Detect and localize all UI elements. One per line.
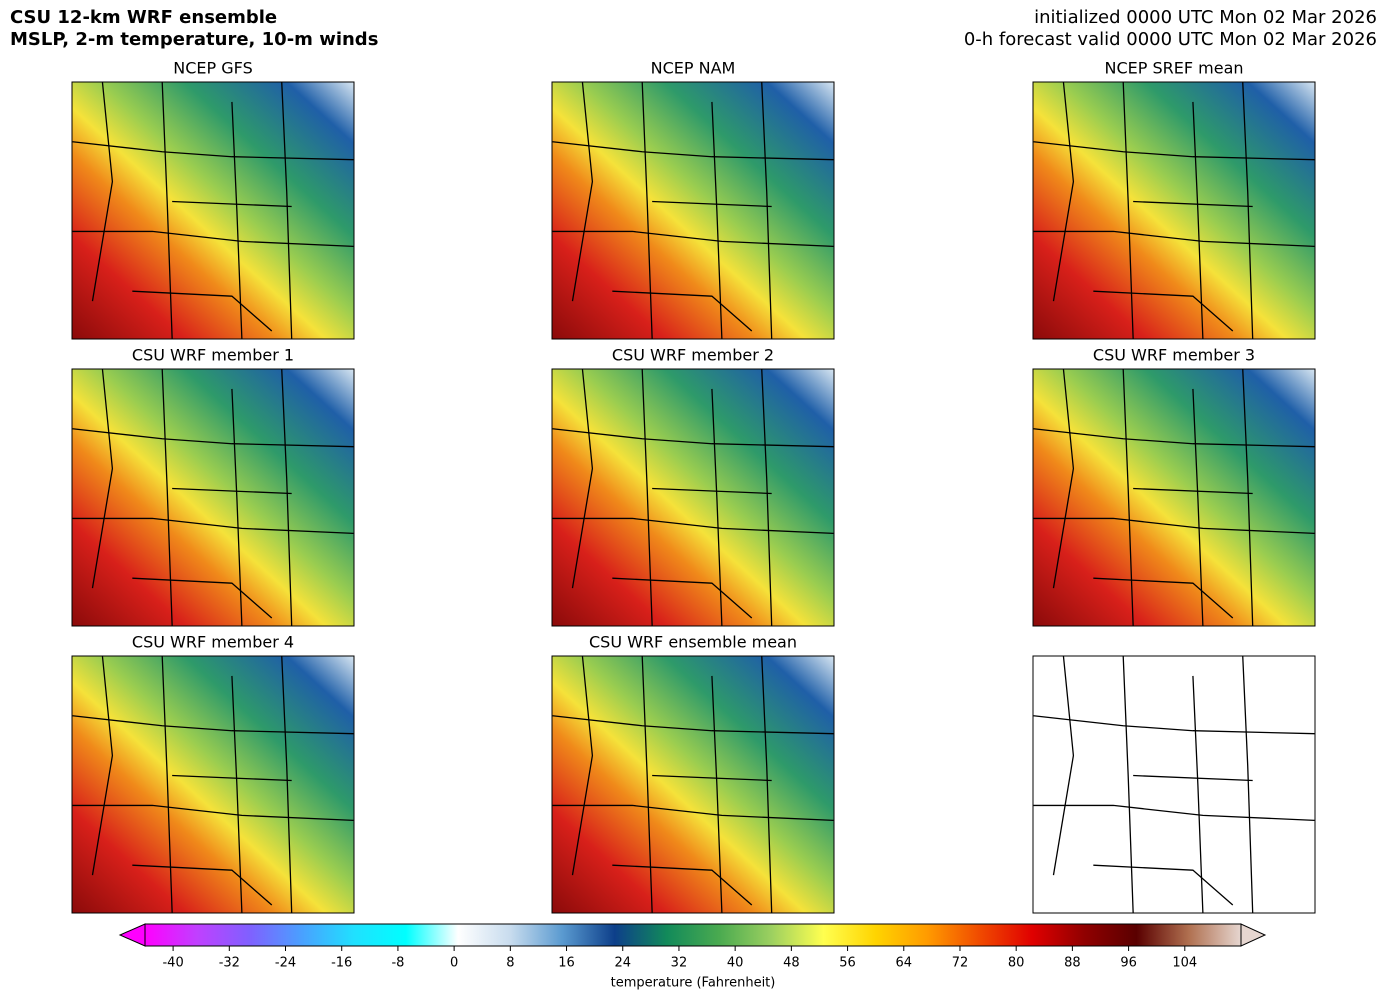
title-line: MSLP, 2-m temperature, 10-m winds (10, 29, 378, 50)
temperature-field (551, 368, 835, 627)
tick-label: 96 (1120, 956, 1137, 971)
colorbar-label: temperature (Fahrenheit) (611, 976, 776, 991)
panel-title: CSU WRF member 1 (132, 346, 294, 365)
reference-map (1032, 655, 1316, 914)
panel-title: NCEP GFS (173, 59, 252, 78)
tick-label: -32 (219, 956, 240, 971)
panel-title: NCEP NAM (651, 59, 736, 78)
colorbar-extend-high (1240, 923, 1267, 947)
temperature-field (1032, 81, 1316, 340)
temperature-field (551, 81, 835, 340)
tick-label: -16 (331, 956, 352, 971)
tick-label: 16 (558, 956, 575, 971)
info-line: 0-h forecast valid 0000 UTC Mon 02 Mar 2… (964, 29, 1377, 50)
temperature-field (1032, 368, 1316, 627)
info-line: initialized 0000 UTC Mon 02 Mar 2026 (1034, 7, 1377, 28)
panel-title: NCEP SREF mean (1104, 59, 1243, 78)
panel-title: CSU WRF ensemble mean (589, 633, 797, 652)
panel-title: CSU WRF member 4 (132, 633, 294, 652)
tick-label: -8 (391, 956, 404, 971)
tick-label: -40 (162, 956, 183, 971)
title-line: CSU 12-km WRF ensemble (10, 7, 277, 28)
tick-label: 72 (952, 956, 969, 971)
tick-label: 40 (727, 956, 744, 971)
tick-label: 104 (1172, 956, 1197, 971)
tick-label: 32 (671, 956, 688, 971)
temperature-field (71, 368, 355, 627)
tick-label: -24 (275, 956, 296, 971)
tick-label: 24 (614, 956, 631, 971)
tick-label: 64 (895, 956, 912, 971)
tick-label: 0 (450, 956, 458, 971)
panel-title: CSU WRF member 2 (612, 346, 774, 365)
tick-label: 8 (506, 956, 514, 971)
temperature-field (551, 655, 835, 914)
temperature-field (71, 655, 355, 914)
colorbar-extend-low (118, 923, 146, 947)
tick-label: 80 (1008, 956, 1025, 971)
tick-label: 56 (839, 956, 856, 971)
temperature-field (71, 81, 355, 340)
tick-label: 88 (1064, 956, 1081, 971)
colorbar (144, 923, 1242, 947)
panel-title: CSU WRF member 3 (1093, 346, 1255, 365)
tick-label: 48 (783, 956, 800, 971)
